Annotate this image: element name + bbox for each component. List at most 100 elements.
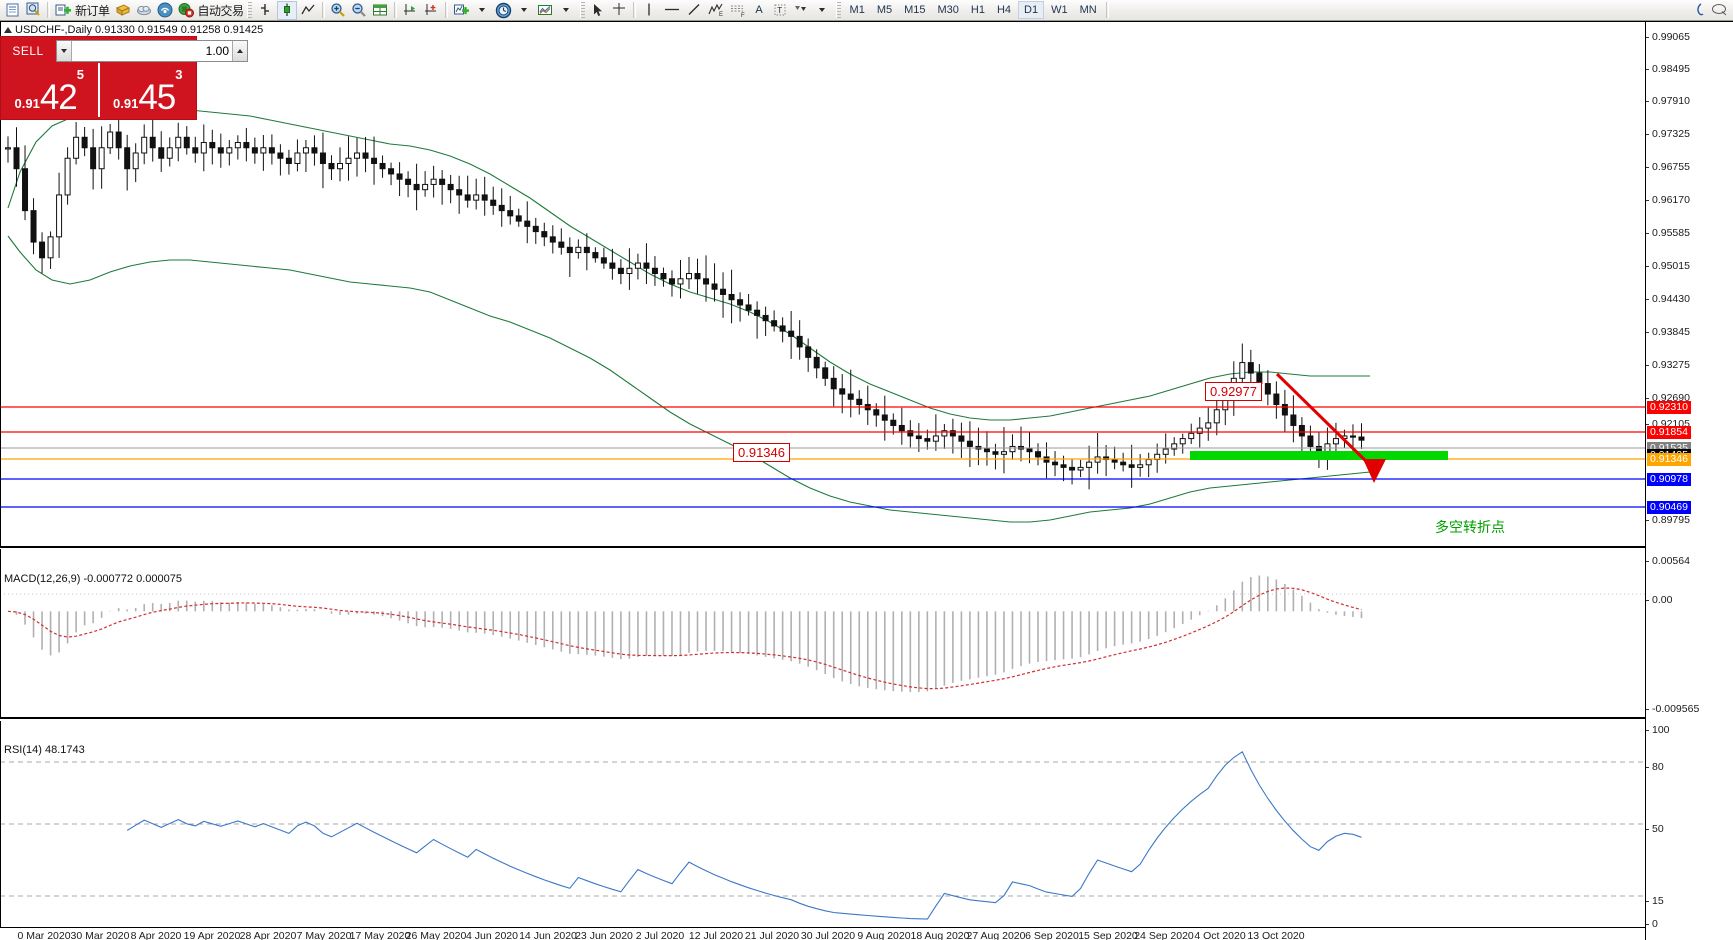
- chart-area[interactable]: USDCHF-,Daily 0.91330 0.91549 0.91258 0.…: [0, 21, 1733, 940]
- downtrend-arrow[interactable]: [1275, 372, 1386, 483]
- auto-scroll-icon[interactable]: [401, 1, 420, 20]
- period-clock-icon[interactable]: [494, 1, 513, 20]
- time-axis-tick: 30 Mar 2020: [70, 930, 130, 940]
- time-axis-tick: 8 Apr 2020: [130, 930, 182, 940]
- time-axis[interactable]: 0 Mar 2020 30 Mar 2020 8 Apr 2020 19 Apr 20…: [0, 927, 1645, 940]
- toolbar-grip-2[interactable]: [579, 2, 585, 18]
- zoom-out-icon[interactable]: [350, 1, 369, 20]
- indicator-dropdown-icon[interactable]: [473, 1, 492, 20]
- period-dropdown-icon[interactable]: [515, 1, 534, 20]
- sell-price[interactable]: 0.91 42 5: [1, 63, 98, 117]
- rsi-panel-divider: [0, 717, 1645, 719]
- rsi-panel[interactable]: [0, 721, 1645, 927]
- trendline-icon[interactable]: [685, 1, 704, 20]
- cursor-pointer-icon[interactable]: [1689, 1, 1708, 20]
- time-axis-tick: 23 Jun 2020: [575, 930, 633, 940]
- new-order-label[interactable]: 新订单: [75, 3, 110, 18]
- price-axis[interactable]: 0.99065 0.98495 0.97910 0.97325 0.96755 …: [1645, 22, 1733, 940]
- text-tool-icon[interactable]: A: [755, 4, 763, 16]
- line-chart-icon[interactable]: [299, 1, 318, 20]
- timeframe-h4[interactable]: H4: [996, 4, 1012, 16]
- macd-signal-line: [7, 587, 1362, 690]
- bollinger-lower-band: [7, 235, 1371, 523]
- shapes-icon[interactable]: [792, 1, 811, 20]
- collapse-arrow-icon[interactable]: [4, 27, 12, 34]
- fibonacci-icon[interactable]: F: [728, 1, 748, 20]
- vertical-line-icon[interactable]: [640, 1, 659, 20]
- new-order-icon[interactable]: [54, 1, 73, 20]
- volume-increment-button[interactable]: [232, 41, 247, 61]
- elliott-wave-icon[interactable]: E: [706, 1, 726, 20]
- chat-balloon-icon[interactable]: [1710, 1, 1730, 20]
- volume-decrement-button[interactable]: [57, 41, 72, 61]
- toolbar-grip[interactable]: [246, 2, 252, 18]
- timeframe-mn[interactable]: MN: [1079, 4, 1097, 16]
- template-icon[interactable]: [536, 1, 555, 20]
- mid-price-annotation[interactable]: 0.91346: [733, 443, 790, 462]
- quote-header-text: USDCHF-,Daily 0.91330 0.91549 0.91258 0.…: [15, 24, 264, 36]
- cloud-icon[interactable]: [135, 1, 154, 20]
- axis-tick: 0.93275: [1646, 359, 1690, 371]
- trade-controls-row: SELL BUY: [1, 37, 289, 63]
- add-indicator-icon[interactable]: [452, 1, 471, 20]
- bar-chart-icon[interactable]: [256, 1, 275, 20]
- axis-tick: 0.89795: [1646, 514, 1690, 526]
- macd-axis-tick: 0.00564: [1646, 555, 1690, 567]
- toolbar-separator-2: [321, 2, 325, 18]
- candlestick-chart-icon[interactable]: [276, 0, 297, 20]
- auto-trading-label[interactable]: 自动交易: [197, 3, 245, 18]
- support-zone-highlight[interactable]: [1190, 451, 1448, 460]
- timeframe-d1[interactable]: D1: [1018, 1, 1045, 19]
- price-panel[interactable]: [0, 22, 1645, 546]
- zoom-in-icon[interactable]: [329, 1, 348, 20]
- template-dropdown-icon[interactable]: [557, 1, 576, 20]
- horizontal-line-icon[interactable]: [661, 1, 683, 20]
- price-badge-resistance-2[interactable]: 0.91854: [1647, 426, 1691, 439]
- buy-button[interactable]: BUY: [262, 44, 290, 58]
- timeframe-m15[interactable]: M15: [904, 4, 926, 16]
- timeframe-m1[interactable]: M1: [849, 4, 865, 16]
- svg-text:E: E: [719, 12, 723, 18]
- svg-text:F: F: [741, 13, 745, 18]
- turning-point-annotation[interactable]: 多空转折点: [1435, 519, 1505, 535]
- zoom-data-icon[interactable]: [24, 1, 43, 20]
- label-tool-icon[interactable]: T: [771, 1, 790, 20]
- time-axis-tick: 27 Aug 2020: [966, 930, 1026, 940]
- toolbar-grip-3[interactable]: [835, 2, 841, 18]
- time-axis-tick: 9 Aug 2020: [857, 930, 911, 940]
- chart-template-icon[interactable]: [114, 1, 133, 20]
- toolbar-separator-3: [393, 2, 397, 18]
- time-axis-tick: 21 Jul 2020: [744, 930, 800, 940]
- one-click-trading-panel[interactable]: SELL BUY 0.91 42 5 0.91 45 3: [0, 36, 289, 120]
- auto-trading-icon[interactable]: [177, 1, 196, 20]
- cursor-icon[interactable]: [589, 1, 608, 20]
- price-badge-support-1[interactable]: 0.90978: [1647, 473, 1691, 486]
- buy-price[interactable]: 0.91 45 3: [100, 63, 197, 117]
- sell-button[interactable]: SELL: [12, 44, 44, 58]
- volume-input[interactable]: [72, 41, 232, 61]
- quote-header: USDCHF-,Daily 0.91330 0.91549 0.91258 0.…: [4, 24, 263, 36]
- timeframe-m30[interactable]: M30: [937, 4, 959, 16]
- shapes-dropdown-icon[interactable]: [813, 1, 832, 20]
- svg-text:T: T: [777, 6, 782, 15]
- grid-table-icon[interactable]: [371, 1, 390, 20]
- volume-stepper[interactable]: [56, 40, 248, 62]
- data-window-icon[interactable]: [3, 1, 22, 20]
- high-price-annotation[interactable]: 0.92977: [1205, 382, 1262, 401]
- macd-panel[interactable]: [0, 549, 1645, 717]
- macd-indicator-label[interactable]: MACD(12,26,9) -0.000772 0.000075: [4, 573, 182, 585]
- price-badge-pivot[interactable]: 0.91346: [1647, 453, 1691, 466]
- price-badge-resistance-1[interactable]: 0.92310: [1647, 401, 1691, 414]
- macd-axis-tick: -0.009565: [1646, 703, 1699, 715]
- price-badge-support-2[interactable]: 0.90469: [1647, 501, 1691, 514]
- chart-shift-icon[interactable]: [422, 1, 441, 20]
- timeframe-w1[interactable]: W1: [1051, 4, 1068, 16]
- signal-broadcast-icon[interactable]: [156, 1, 175, 20]
- rsi-indicator-label[interactable]: RSI(14) 48.1743: [4, 744, 85, 756]
- timeframe-h1[interactable]: H1: [970, 4, 985, 16]
- axis-tick: 0.96755: [1646, 161, 1690, 173]
- timeframe-m5[interactable]: M5: [876, 4, 893, 16]
- crosshair-icon[interactable]: [610, 1, 629, 20]
- trade-prices-row: 0.91 42 5 0.91 45 3: [1, 63, 196, 117]
- rsi-axis-tick: 50: [1646, 823, 1664, 835]
